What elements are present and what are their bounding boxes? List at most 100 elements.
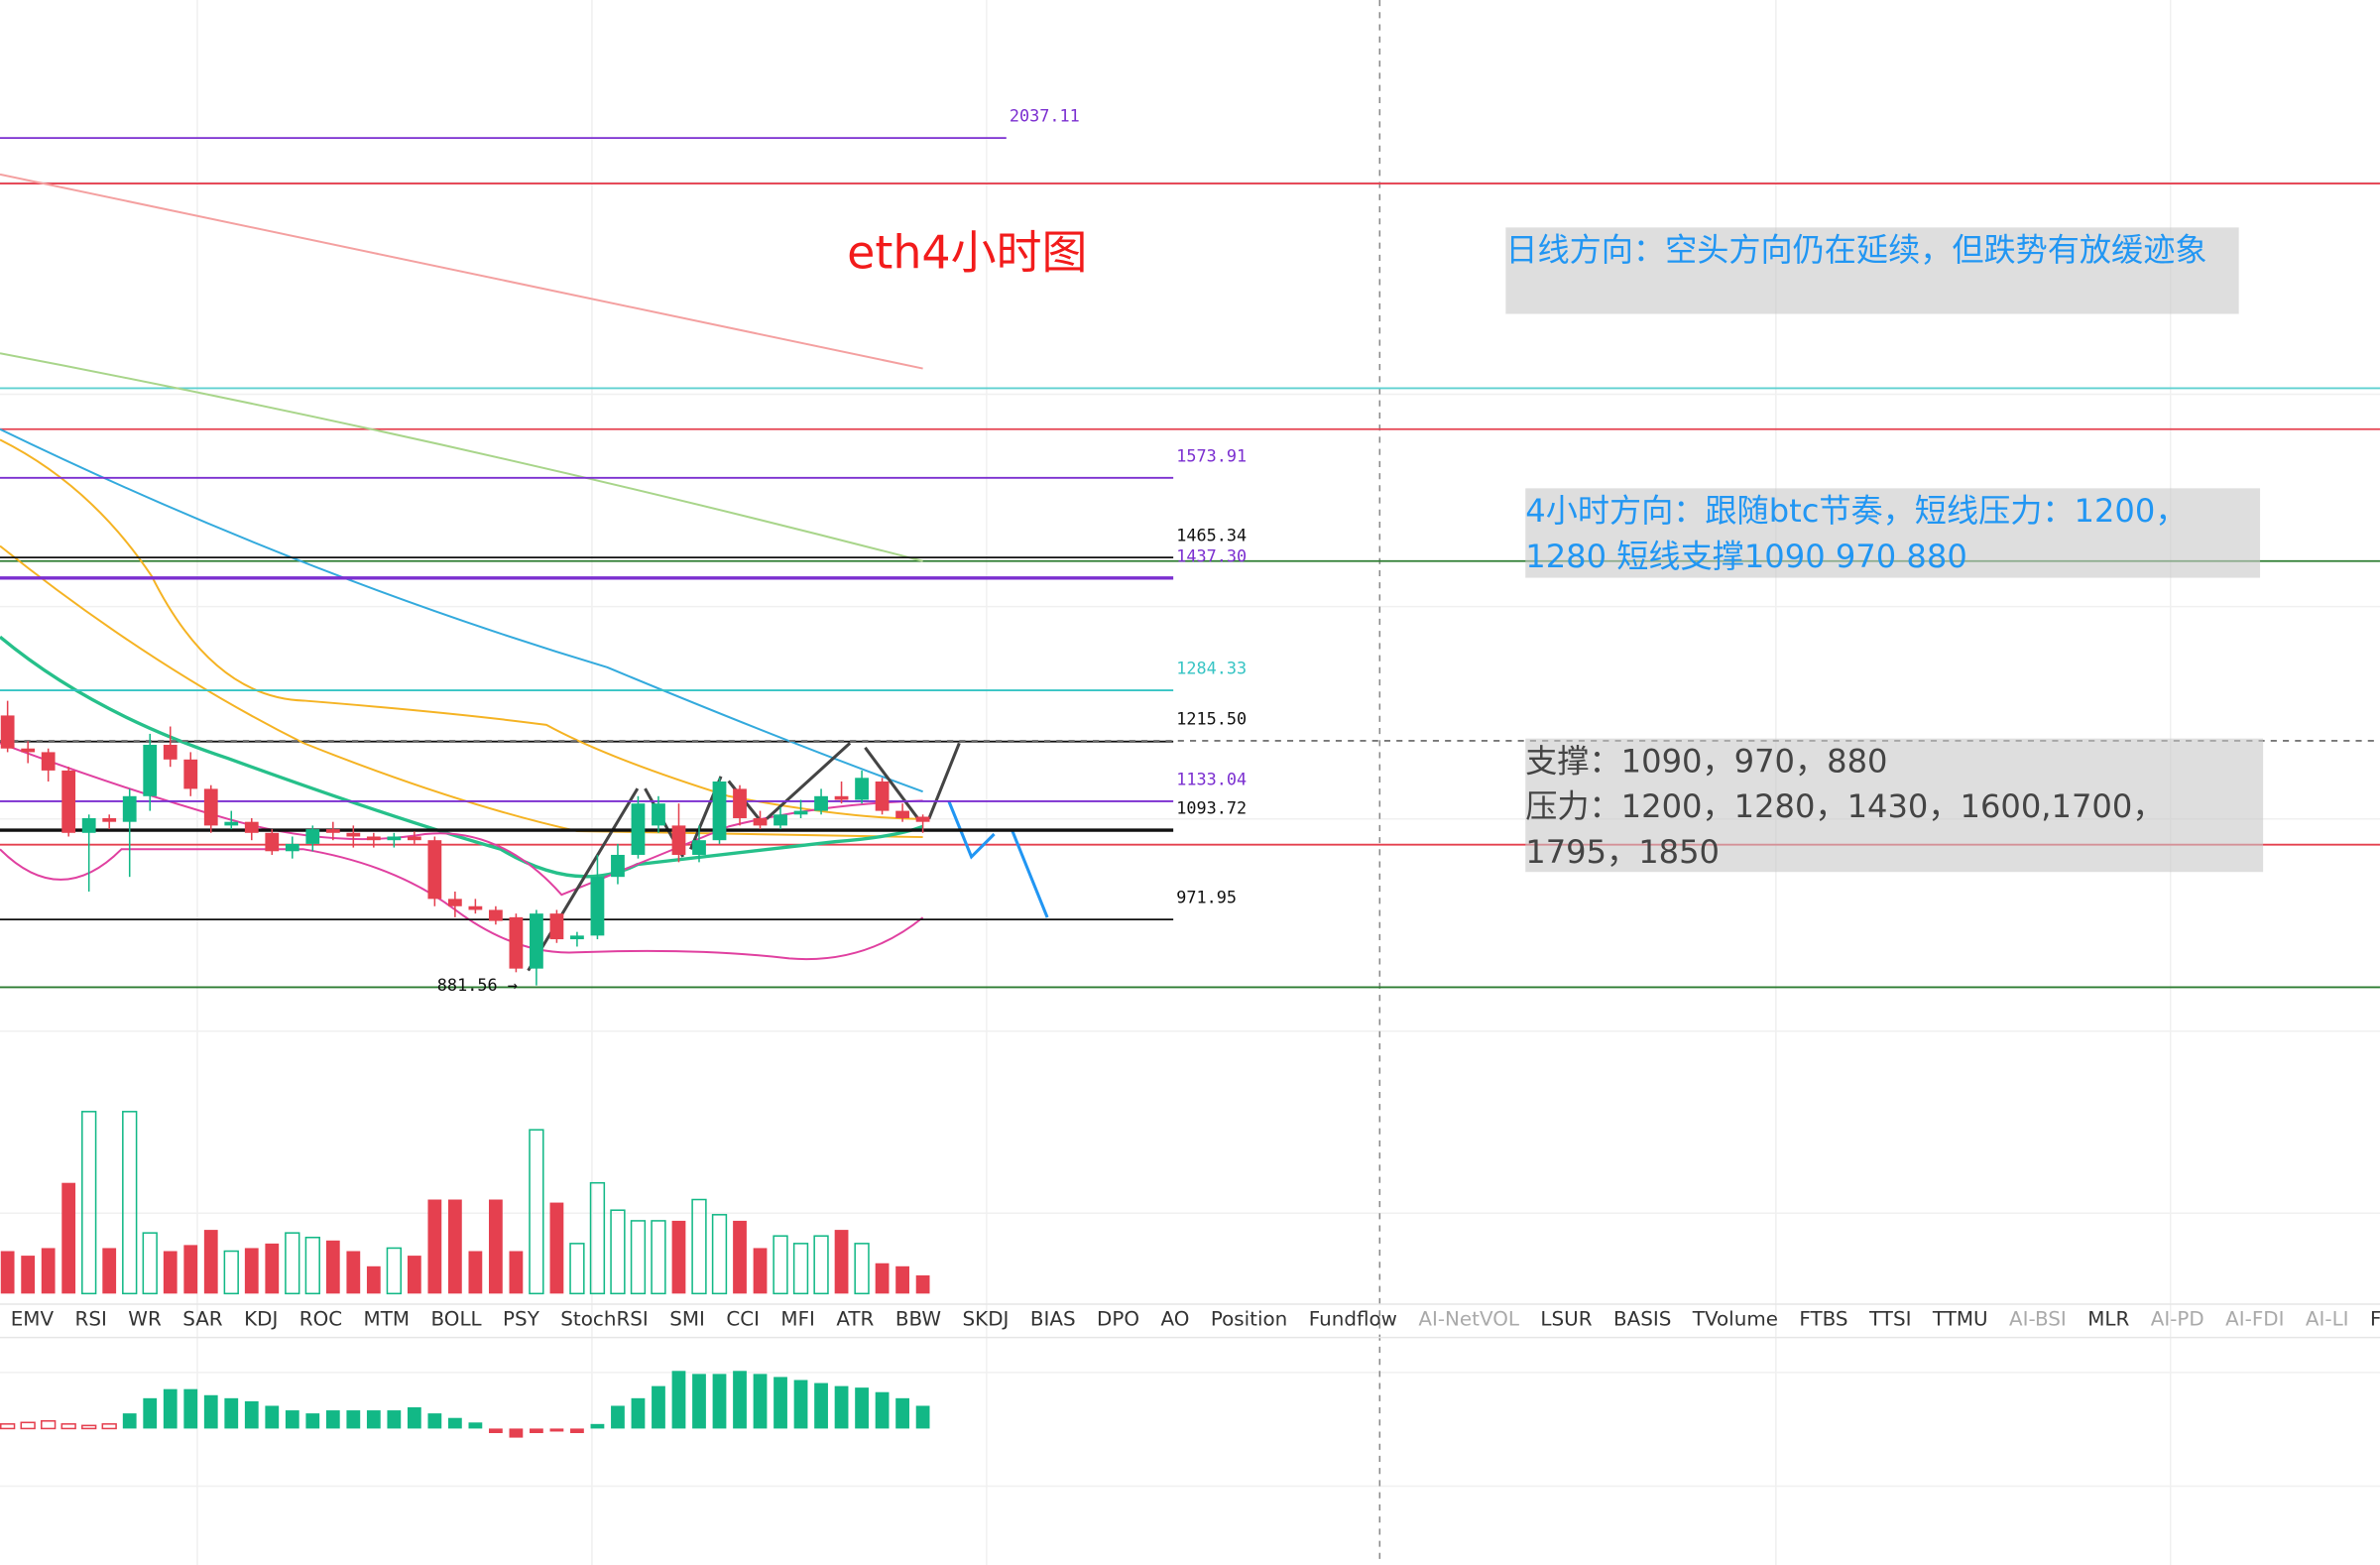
indicator-tab[interactable]: AI-LI (2305, 1308, 2349, 1332)
indicator-tab[interactable]: ATR (836, 1308, 875, 1332)
macd-bar (244, 1400, 259, 1429)
indicator-tab[interactable]: LSUR (1540, 1308, 1593, 1332)
indicator-tab[interactable]: CCI (726, 1308, 760, 1332)
indicator-tab[interactable]: AI-PD (2150, 1308, 2204, 1332)
macd-bar (60, 1423, 76, 1430)
note: 4小时方向：跟随btc节奏，短线压力：1200，1280 短线支撑1090 97… (1525, 488, 2261, 578)
note: 支撑：1090，970，880 压力：1200，1280，1430，1600,1… (1525, 738, 2264, 873)
price-label: 1215.50 (1176, 709, 1247, 729)
indicator-tab[interactable]: DPO (1097, 1308, 1140, 1332)
indicator-tab[interactable]: PSY (503, 1308, 539, 1332)
candle-body (387, 836, 402, 841)
indicator-tab[interactable]: MFI (780, 1308, 815, 1332)
indicator-tab[interactable]: BBW (894, 1308, 942, 1332)
macd-bar (855, 1387, 869, 1429)
candle-body (61, 770, 76, 833)
indicator-tab[interactable]: StochRSI (560, 1308, 649, 1332)
volume-bar (407, 1256, 421, 1294)
low-label: 881.56 → (437, 975, 518, 995)
macd-bar (611, 1405, 625, 1429)
price-label: 2037.11 (1010, 106, 1080, 126)
indicator-tab[interactable]: FTBS (1799, 1308, 1848, 1332)
volume-bar (0, 1251, 15, 1294)
indicator-tab[interactable]: AI-FDI (2225, 1308, 2285, 1332)
indicator-tab[interactable]: MTM (363, 1308, 411, 1332)
volume-bar (223, 1250, 239, 1295)
macd-bar (183, 1388, 198, 1429)
macd-bar (41, 1420, 57, 1430)
indicator-tab[interactable]: Position (1210, 1308, 1288, 1332)
indicator-tab[interactable]: EMV (10, 1308, 55, 1332)
price-label: 1465.34 (1176, 526, 1247, 545)
indicator-tab[interactable]: BIAS (1029, 1308, 1076, 1332)
candle-body (163, 745, 178, 760)
indicator-tab[interactable]: FR (2359, 1304, 2380, 1338)
macd-bar (325, 1410, 340, 1429)
macd-bar (530, 1428, 543, 1433)
note: 日线方向：空头方向仍在延续，但跌势有放缓迹象 (1505, 227, 2239, 314)
macd-bar (570, 1428, 584, 1433)
candle-body (325, 829, 340, 833)
price-label: 971.95 (1176, 888, 1237, 907)
candle-body (652, 803, 665, 826)
indicator-tab[interactable]: MLR (2087, 1308, 2130, 1332)
indicator-tab[interactable]: SAR (182, 1308, 223, 1332)
candle-body (895, 810, 909, 818)
volume-bar (610, 1209, 626, 1295)
candle-body (875, 782, 890, 811)
indicator-tab[interactable]: SKDJ (962, 1308, 1010, 1332)
candle-body (122, 795, 137, 822)
indicator-tab[interactable]: AI-NetVOL (1418, 1308, 1519, 1332)
volume-bar (834, 1230, 849, 1294)
indicator-tab[interactable]: TVolume (1692, 1308, 1778, 1332)
price-label: 1133.04 (1176, 770, 1247, 789)
candle-body (692, 840, 706, 855)
indicator-tab[interactable]: BASIS (1612, 1308, 1672, 1332)
candle-body (183, 759, 198, 789)
price-label: 1573.91 (1176, 445, 1247, 465)
volume-bar (915, 1274, 930, 1294)
candle-body (203, 788, 218, 826)
candle-body (0, 715, 15, 749)
volume-bar (304, 1236, 320, 1295)
indicator-tab[interactable]: AI-BSI (2009, 1308, 2067, 1332)
volume-bar (41, 1248, 56, 1294)
volume-bar (427, 1199, 442, 1294)
volume-bar (489, 1199, 503, 1294)
price-label: 1284.33 (1176, 659, 1247, 678)
volume-bar (549, 1202, 564, 1294)
volume-bar (773, 1235, 788, 1295)
price-label: 1437.30 (1176, 545, 1247, 565)
indicator-tab[interactable]: SMI (669, 1308, 705, 1332)
candle-body (530, 913, 543, 969)
volume-bar (61, 1182, 76, 1294)
volume-bar (285, 1232, 300, 1295)
indicator-tab[interactable]: AO (1160, 1308, 1190, 1332)
indicator-tab[interactable]: RSI (74, 1308, 107, 1332)
indicator-tab[interactable]: ROC (298, 1308, 343, 1332)
indicator-tab[interactable]: Fundflow (1308, 1308, 1397, 1332)
candle-body (712, 782, 727, 841)
volume-bar (792, 1243, 809, 1295)
volume-bar (265, 1243, 280, 1294)
candle-body (21, 748, 36, 753)
indicator-tab[interactable]: BOLL (430, 1308, 482, 1332)
indicator-tab[interactable]: WR (128, 1308, 162, 1332)
macd-bar (101, 1423, 117, 1430)
macd-bar (895, 1397, 909, 1429)
volume-bar (691, 1198, 707, 1295)
macd-bar (652, 1385, 665, 1429)
indicator-tab[interactable]: KDJ (244, 1308, 279, 1332)
macd-bar (468, 1422, 483, 1429)
chart-title: eth4小时图 (847, 227, 1088, 281)
macd-bar (875, 1391, 890, 1429)
indicator-tab[interactable]: TTSI (1869, 1308, 1912, 1332)
macd-bar (224, 1397, 239, 1429)
indicator-tab[interactable]: TTMU (1932, 1308, 1988, 1332)
macd-bar (305, 1413, 320, 1429)
macd-bar (489, 1428, 503, 1433)
volume-bar (122, 1111, 138, 1295)
moving-averages (0, 173, 924, 961)
note-line: 支撑：1090，970，880 (1525, 743, 1888, 780)
